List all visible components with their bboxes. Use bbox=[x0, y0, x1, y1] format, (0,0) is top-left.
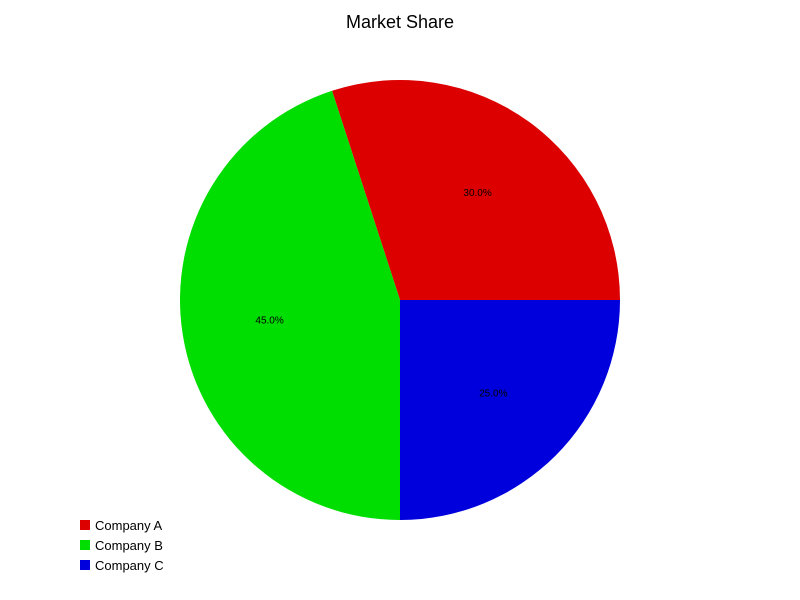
chart-title: Market Share bbox=[346, 12, 454, 32]
legend-label-1: Company A bbox=[95, 518, 163, 533]
legend: Company A Company B Company C bbox=[80, 518, 164, 573]
legend-label-3: Company C bbox=[95, 558, 164, 573]
legend-swatch-3 bbox=[80, 560, 90, 570]
slice-label-3: 25.0% bbox=[479, 388, 507, 399]
slice-labels: 30.0% 45.0% 25.0% bbox=[255, 188, 507, 399]
legend-swatch-1 bbox=[80, 520, 90, 530]
slice-label-2: 45.0% bbox=[255, 316, 283, 327]
pie-slices bbox=[180, 80, 620, 521]
pie-slice-2 bbox=[180, 90, 400, 521]
pie-slice-1 bbox=[332, 80, 620, 300]
slice-label-1: 30.0% bbox=[463, 188, 491, 199]
legend-label-2: Company B bbox=[95, 538, 163, 553]
pie-slice-3 bbox=[400, 300, 620, 520]
legend-swatch-2 bbox=[80, 540, 90, 550]
